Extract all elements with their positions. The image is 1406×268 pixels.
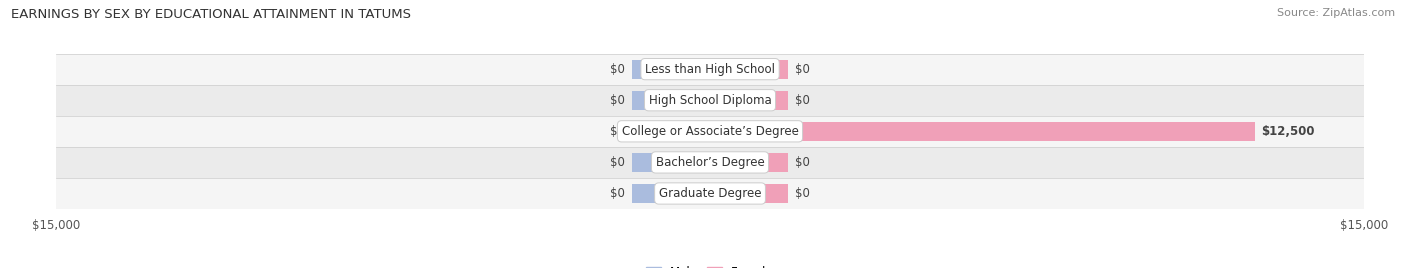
Bar [631,59,710,79]
Text: High School Diploma: High School Diploma [648,94,772,107]
Text: $0: $0 [610,63,626,76]
Text: $0: $0 [610,187,626,200]
Text: Bachelor’s Degree: Bachelor’s Degree [655,156,765,169]
Bar [710,122,1256,141]
Legend: Male, Female: Male, Female [641,262,779,268]
Bar [710,91,789,110]
Bar [710,184,789,203]
Bar [631,153,710,172]
Bar [631,184,710,203]
Text: $0: $0 [794,94,810,107]
Bar [56,85,1364,116]
Text: $0: $0 [794,156,810,169]
Bar [710,59,789,79]
Text: $0: $0 [610,94,626,107]
Text: EARNINGS BY SEX BY EDUCATIONAL ATTAINMENT IN TATUMS: EARNINGS BY SEX BY EDUCATIONAL ATTAINMEN… [11,8,411,21]
Bar [631,122,710,141]
Bar [56,178,1364,209]
Text: Less than High School: Less than High School [645,63,775,76]
Bar [56,54,1364,85]
Bar [56,147,1364,178]
Text: $0: $0 [610,125,626,138]
Bar [56,116,1364,147]
Bar [710,153,789,172]
Text: Source: ZipAtlas.com: Source: ZipAtlas.com [1277,8,1395,18]
Text: College or Associate’s Degree: College or Associate’s Degree [621,125,799,138]
Text: $0: $0 [794,63,810,76]
Text: $12,500: $12,500 [1261,125,1315,138]
Text: Graduate Degree: Graduate Degree [659,187,761,200]
Text: $0: $0 [794,187,810,200]
Text: $0: $0 [610,156,626,169]
Bar [631,91,710,110]
